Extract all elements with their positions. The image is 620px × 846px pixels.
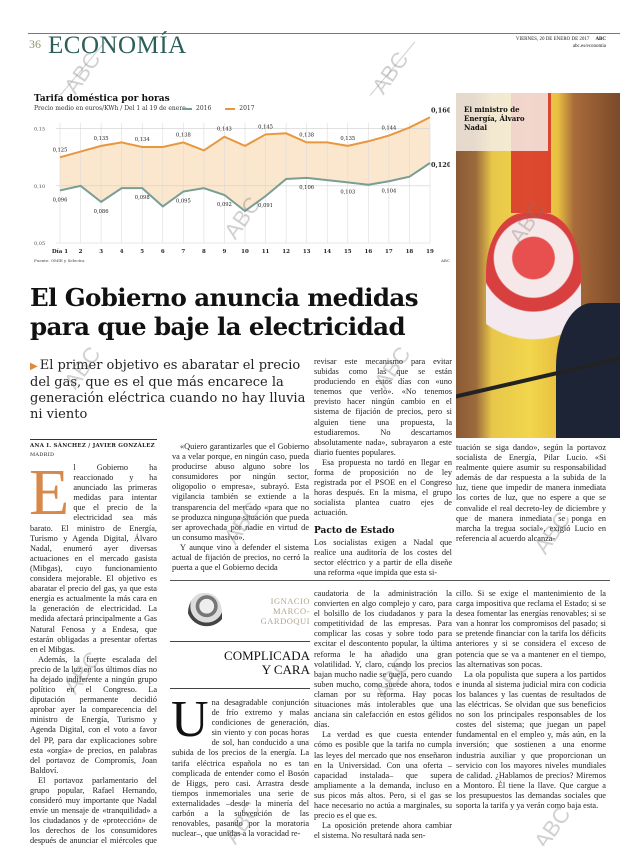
svg-text:2: 2 [79,249,83,255]
svg-text:9: 9 [223,249,227,255]
svg-text:0,098: 0,098 [135,195,150,201]
price-chart: 0,15 0,10 0,05 0,096 0,086 0,098 0,095 0,092 0,0… [30,88,450,266]
section-url: abc.es/economia [572,44,606,49]
svg-text:0,143: 0,143 [217,127,232,133]
chart-source: Fuente: OMIE y Selectra [34,258,85,263]
svg-text:Día 1: Día 1 [52,248,68,255]
svg-text:0,104: 0,104 [381,188,397,194]
svg-text:0,120: 0,120 [431,161,450,169]
svg-text:17: 17 [385,249,393,255]
header-rule [28,33,620,34]
opinion-column-3: cillo. Si se exige el mantenimiento de l… [456,589,606,810]
svg-text:0,138: 0,138 [299,132,314,138]
minister-photo: El ministro de Energía, Álvaro Nadal [456,93,620,438]
dateline: VIERNES, 20 DE ENERO DE 2017 ABC abc.es/e… [516,36,606,50]
svg-text:13: 13 [303,249,311,255]
svg-text:0,144: 0,144 [381,126,397,132]
section-title: ECONOMÍA [48,32,187,59]
opinion-title: COMPLICADA Y CARA [224,648,310,677]
svg-text:0,160: 0,160 [431,106,450,114]
chart-subtitle: Precio medio en euros/KWh / Del 1 al 19 … [34,105,186,112]
svg-text:4: 4 [120,249,124,255]
section-heading: Pacto de Estado [314,525,395,536]
svg-text:0,145: 0,145 [258,124,273,130]
svg-text:0,092: 0,092 [217,202,232,208]
article-subhead: ▶ El primer objetivo es abaratar el preci… [30,358,306,422]
chart-title: Tarifa doméstica por horas [34,94,170,104]
svg-text:19: 19 [426,249,434,255]
chart-legend: 2016 2017 [182,105,255,112]
opinion-header: IGNACIO MARCO- GARDOQUI COMPLICADA Y CAR… [170,590,310,689]
svg-text:0,135: 0,135 [94,136,109,142]
svg-text:6: 6 [161,249,165,255]
page-number: 36 [29,37,41,51]
svg-text:0,091: 0,091 [258,203,273,209]
dateline-place: MADRID [30,452,55,458]
svg-text:0,05: 0,05 [34,241,45,247]
svg-text:0,10: 0,10 [34,184,45,190]
svg-text:0,106: 0,106 [299,185,314,191]
section-divider [170,580,610,581]
svg-text:11: 11 [262,249,270,255]
legend-2016: 2016 [182,105,211,112]
chart-brand: ABC [441,258,450,263]
dropcap: U [171,691,209,748]
brand: ABC [595,37,606,42]
article-column-2: «Quiero garantizarles que el Gobierno va… [172,442,309,573]
article-column-4: tuación se siga dando», según la portavo… [456,443,606,543]
svg-text:0,086: 0,086 [94,209,109,215]
svg-text:7: 7 [181,249,185,255]
svg-text:12: 12 [282,249,290,255]
svg-text:0,134: 0,134 [135,137,151,143]
svg-text:3: 3 [99,249,103,255]
photo-caption: El ministro de Energía, Álvaro Nadal [464,105,525,132]
article-column-3: revisar este mecanismo para evitar subid… [314,357,452,577]
legend-2017: 2017 [225,105,255,112]
byline: ANA I. SÁNCHEZ / JAVIER GONZÁLEZ [30,443,155,449]
svg-text:0,103: 0,103 [340,189,355,195]
opinion-author: IGNACIO MARCO- GARDOQUI [260,596,310,626]
arrow-icon: ▶ [30,361,38,372]
svg-text:0,095: 0,095 [176,199,191,205]
date: VIERNES, 20 DE ENERO DE 2017 [515,37,590,42]
byline-rule [30,439,157,440]
svg-text:15: 15 [344,249,352,255]
svg-text:0,15: 0,15 [34,127,45,133]
svg-text:0,096: 0,096 [53,197,68,203]
chart-plot: 0,15 0,10 0,05 0,096 0,086 0,098 0,095 0,092 0,0… [34,106,450,255]
dropcap: E [29,456,70,529]
svg-text:10: 10 [241,249,249,255]
opinion-column-2: caudatoria de la administración la convi… [314,589,452,841]
svg-text:16: 16 [365,249,373,255]
article-headline: El Gobierno anuncia medidas para que baj… [30,283,418,341]
svg-text:14: 14 [323,249,331,255]
svg-text:8: 8 [202,249,206,255]
svg-text:18: 18 [406,249,414,255]
svg-text:0,138: 0,138 [176,132,191,138]
svg-text:0,135: 0,135 [340,136,355,142]
author-portrait [188,593,222,637]
svg-text:5: 5 [140,249,144,255]
svg-text:0,125: 0,125 [53,147,68,153]
